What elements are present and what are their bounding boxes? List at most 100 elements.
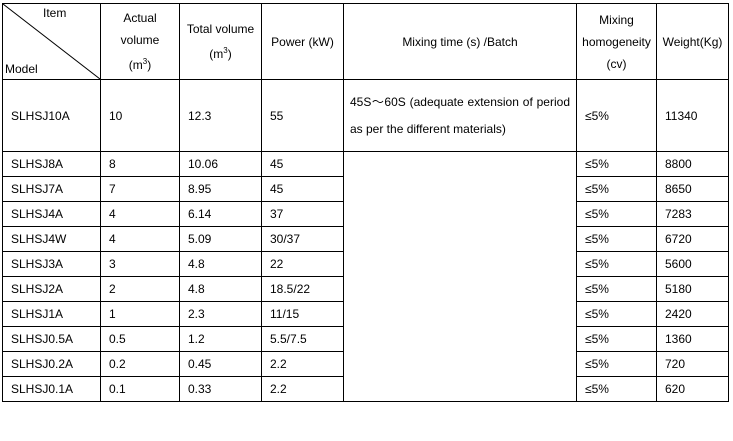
- cell-model: SLHSJ3A: [2, 251, 101, 277]
- cell-homog: ≤5%: [576, 376, 657, 402]
- cell-power: 37: [261, 201, 344, 227]
- cell-power: 2.2: [261, 376, 344, 402]
- cell-actual: 4: [100, 201, 180, 227]
- unit-exponent: 3: [223, 46, 228, 55]
- cell-model: SLHSJ0.1A: [2, 376, 101, 402]
- cell-actual: 2: [100, 276, 180, 302]
- cell-total: 4.8: [179, 251, 262, 277]
- cell-total: 0.45: [179, 351, 262, 377]
- header-mixing-time: Mixing time (s) /Batch: [343, 3, 577, 80]
- cell-actual: 7: [100, 176, 180, 202]
- table-row: SLHSJ0.1A 0.1 0.33 2.2 ≤5% 620: [2, 376, 729, 402]
- header-row: Item Model Actual volume (m3) Total volu…: [2, 3, 729, 80]
- cell-actual: 1: [100, 301, 180, 327]
- cell-homog: ≤5%: [576, 176, 657, 202]
- cell-weight: 1360: [656, 326, 729, 352]
- cell-weight: 2420: [656, 301, 729, 327]
- cell-model: SLHSJ1A: [2, 301, 101, 327]
- cell-homog: ≤5%: [576, 151, 657, 177]
- cell-total: 12.3: [179, 79, 262, 152]
- cell-homog: ≤5%: [576, 226, 657, 252]
- unit-exponent: 3: [142, 57, 148, 66]
- table-body: SLHSJ10A 10 12.3 55 45S〜60S (adequate extens…: [2, 79, 729, 402]
- table-row: SLHSJ8A 8 10.06 45 ≤5% 8800: [2, 151, 729, 402]
- cell-homog: ≤5%: [576, 201, 657, 227]
- cell-total: 4.8: [179, 276, 262, 302]
- header-total-volume-unit: (m: [209, 47, 224, 61]
- cell-actual: 10: [100, 79, 180, 152]
- header-power: Power (kW): [261, 3, 344, 80]
- cell-weight: 5180: [656, 276, 729, 302]
- cell-mixing-time-empty: [343, 151, 577, 402]
- spec-table: Item Model Actual volume (m3) Total volu…: [2, 3, 729, 402]
- table-row: SLHSJ10A 10 12.3 55 45S〜60S (adequate extens…: [2, 79, 729, 152]
- cell-weight: 6720: [656, 226, 729, 252]
- table-row: SLHSJ4W 4 5.09 30/37 ≤5% 6720: [2, 226, 729, 252]
- cell-weight: 8650: [656, 176, 729, 202]
- cell-model: SLHSJ0.5A: [2, 326, 101, 352]
- unit-close: ): [147, 58, 152, 72]
- cell-homog: ≤5%: [576, 326, 657, 352]
- table-row: SLHSJ0.2A 0.2 0.45 2.2 ≤5% 720: [2, 351, 729, 377]
- header-homogeneity: Mixing homogeneity (cv): [576, 3, 657, 80]
- cell-weight: 5600: [656, 251, 729, 277]
- diagonal-divider: [3, 4, 100, 79]
- cell-model: SLHSJ4W: [2, 226, 101, 252]
- cell-weight: 7283: [656, 201, 729, 227]
- header-weight: Weight(Kg): [656, 3, 729, 80]
- cell-power: 45: [261, 151, 344, 177]
- cell-model: SLHSJ10A: [2, 79, 101, 152]
- cell-homog: ≤5%: [576, 351, 657, 377]
- cell-total: 6.14: [179, 201, 262, 227]
- unit-close: ): [227, 47, 232, 61]
- cell-mixing-time: 45S〜60S (adequate extension of period as…: [343, 79, 577, 152]
- cell-total: 5.09: [179, 226, 262, 252]
- cell-model: SLHSJ7A: [2, 176, 101, 202]
- header-actual-volume-unit: (m: [128, 58, 143, 72]
- header-actual-volume-label: Actual volume: [120, 11, 160, 47]
- cell-power: 18.5/22: [261, 276, 344, 302]
- cell-model: SLHSJ4A: [2, 201, 101, 227]
- header-item-label: Item: [43, 6, 67, 20]
- cell-weight: 11340: [656, 79, 729, 152]
- cell-homog: ≤5%: [576, 301, 657, 327]
- header-homogeneity-unit: (cv): [606, 56, 627, 71]
- cell-total: 10.06: [179, 151, 262, 177]
- cell-homog: ≤5%: [576, 251, 657, 277]
- header-homogeneity-label: Mixing homogeneity: [582, 12, 651, 49]
- cell-weight: 620: [656, 376, 729, 402]
- cell-homog: ≤5%: [576, 276, 657, 302]
- header-model-label: Model: [5, 62, 38, 76]
- cell-actual: 8: [100, 151, 180, 177]
- cell-actual: 4: [100, 226, 180, 252]
- header-actual-volume: Actual volume (m3): [100, 3, 180, 80]
- cell-actual: 3: [100, 251, 180, 277]
- cell-total: 8.95: [179, 176, 262, 202]
- cell-actual: 0.1: [100, 376, 180, 402]
- cell-model: SLHSJ8A: [2, 151, 101, 177]
- cell-total: 0.33: [179, 376, 262, 402]
- cell-power: 11/15: [261, 301, 344, 327]
- cell-model: SLHSJ0.2A: [2, 351, 101, 377]
- cell-actual: 0.5: [100, 326, 180, 352]
- cell-power: 22: [261, 251, 344, 277]
- table-row: SLHSJ4A 4 6.14 37 ≤5% 7283: [2, 201, 729, 227]
- table-row: SLHSJ0.5A 0.5 1.2 5.5/7.5 ≤5% 1360: [2, 326, 729, 352]
- cell-power: 2.2: [261, 351, 344, 377]
- cell-weight: 8800: [656, 151, 729, 177]
- header-total-volume-label: Total volume: [186, 22, 255, 36]
- header-item-model: Item Model: [2, 3, 101, 80]
- cell-power: 55: [261, 79, 344, 152]
- cell-power: 45: [261, 176, 344, 202]
- cell-homog: ≤5%: [576, 79, 657, 152]
- cell-power: 5.5/7.5: [261, 326, 344, 352]
- cell-power: 30/37: [261, 226, 344, 252]
- table-row: SLHSJ2A 2 4.8 18.5/22 ≤5% 5180: [2, 276, 729, 302]
- table-row: SLHSJ7A 7 8.95 45 ≤5% 8650: [2, 176, 729, 202]
- header-total-volume: Total volume (m3): [179, 3, 262, 80]
- cell-model: SLHSJ2A: [2, 276, 101, 302]
- cell-actual: 0.2: [100, 351, 180, 377]
- cell-total: 2.3: [179, 301, 262, 327]
- cell-weight: 720: [656, 351, 729, 377]
- cell-total: 1.2: [179, 326, 262, 352]
